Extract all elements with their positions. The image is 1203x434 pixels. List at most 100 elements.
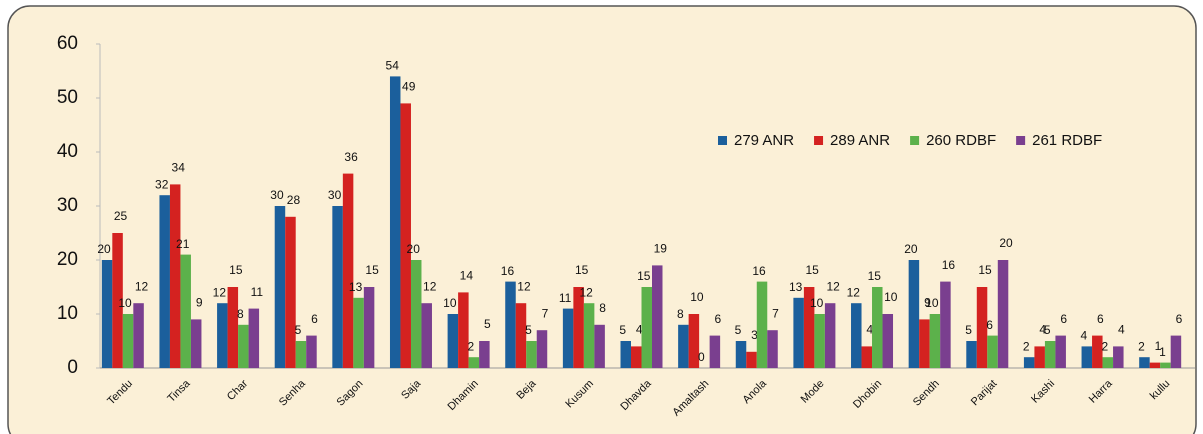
y-tick-label: 50 — [57, 87, 78, 108]
value-label: 30 — [270, 188, 284, 202]
bar — [169, 184, 181, 368]
bar — [410, 260, 422, 368]
bar — [159, 195, 170, 368]
value-label: 15 — [229, 263, 243, 277]
bar — [966, 341, 977, 368]
value-label: 8 — [599, 301, 606, 315]
value-label: 4 — [1118, 323, 1125, 337]
value-label: 5 — [735, 323, 742, 337]
value-label: 54 — [386, 59, 400, 73]
value-label: 10 — [810, 296, 824, 310]
bar — [803, 287, 815, 368]
bar — [389, 76, 401, 369]
value-label: 6 — [1097, 312, 1104, 326]
value-label: 10 — [925, 296, 939, 310]
bar — [641, 287, 652, 368]
value-label: 12 — [826, 279, 840, 293]
value-label: 9 — [924, 296, 931, 310]
bar — [709, 335, 721, 368]
value-label: 9 — [196, 296, 203, 310]
bar — [227, 287, 239, 368]
bar — [793, 297, 804, 368]
value-label: 15 — [575, 263, 589, 277]
legend-swatch — [814, 136, 824, 145]
bar — [688, 314, 700, 368]
bar — [479, 341, 490, 368]
bar — [238, 324, 249, 368]
bar — [353, 297, 364, 368]
value-label: 4 — [636, 323, 643, 337]
bar — [505, 281, 516, 368]
bar — [767, 330, 778, 368]
legend-label: 260 RDBF — [926, 132, 996, 149]
value-label: 20 — [999, 236, 1013, 250]
legend-swatch — [1016, 136, 1026, 145]
bar — [678, 324, 689, 368]
value-label: 16 — [752, 264, 766, 278]
value-label: 2 — [1023, 339, 1030, 353]
value-label: 10 — [690, 290, 704, 304]
chart-background — [7, 5, 1197, 434]
value-label: 5 — [965, 323, 972, 337]
bar — [851, 303, 862, 368]
bar — [101, 260, 113, 368]
bar — [594, 324, 605, 368]
bar — [631, 346, 642, 368]
bar — [342, 173, 354, 368]
bar — [919, 319, 930, 368]
value-label: 16 — [501, 264, 515, 278]
bar — [976, 287, 988, 368]
bar — [515, 303, 527, 368]
bar — [1034, 346, 1045, 368]
bar — [526, 341, 537, 368]
bar — [573, 287, 584, 368]
value-label: 0 — [698, 350, 705, 364]
value-label: 19 — [654, 242, 668, 256]
value-label: 1 — [1155, 339, 1162, 353]
value-label: 15 — [637, 269, 651, 283]
y-tick-label: 40 — [57, 141, 78, 162]
value-label: 5 — [1044, 323, 1051, 337]
bar — [824, 303, 836, 368]
legend-swatch — [718, 136, 727, 145]
bar — [861, 346, 873, 368]
bar — [400, 103, 411, 369]
bar — [217, 303, 228, 368]
bar — [562, 308, 574, 368]
value-label: 6 — [311, 312, 318, 326]
value-label: 8 — [677, 307, 684, 321]
bar — [1023, 357, 1035, 368]
value-label: 2 — [468, 339, 475, 353]
bar — [295, 341, 307, 368]
bar — [248, 308, 260, 368]
value-label: 16 — [942, 258, 956, 272]
bar — [882, 314, 894, 368]
bar — [735, 341, 747, 368]
bar — [1149, 362, 1161, 368]
value-label: 2 — [1101, 339, 1108, 353]
bar — [447, 314, 459, 368]
bar — [872, 287, 883, 368]
bar — [285, 216, 296, 368]
bar — [332, 206, 343, 368]
value-label: 5 — [295, 323, 302, 337]
bar — [180, 254, 191, 368]
value-label: 20 — [407, 242, 421, 256]
value-label: 7 — [542, 306, 549, 320]
value-label: 36 — [344, 150, 358, 164]
value-label: 12 — [847, 285, 861, 299]
value-label: 10 — [118, 296, 132, 310]
bar — [458, 292, 469, 368]
legend-label: 289 ANR — [830, 132, 890, 149]
bar — [652, 265, 663, 368]
value-label: 13 — [349, 280, 363, 294]
value-label: 34 — [172, 161, 186, 175]
value-label: 10 — [443, 296, 457, 310]
value-label: 6 — [1060, 312, 1067, 326]
bar — [1139, 357, 1150, 368]
value-label: 4 — [866, 323, 873, 337]
value-label: 6 — [986, 318, 993, 332]
bar — [1081, 346, 1093, 368]
bar — [929, 314, 941, 368]
bar — [756, 281, 768, 368]
